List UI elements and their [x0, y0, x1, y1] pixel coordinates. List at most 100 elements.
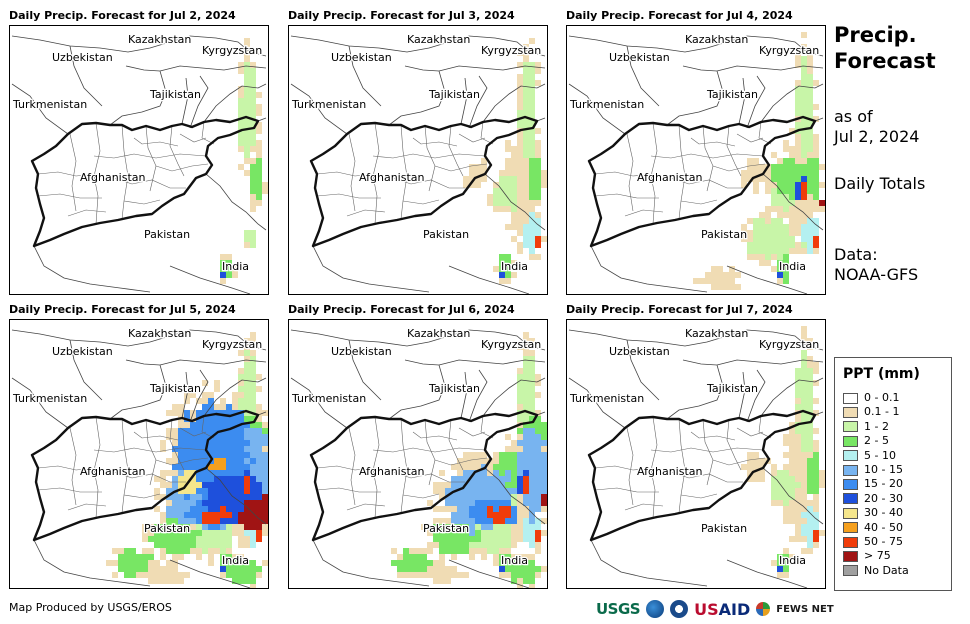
- precip-cell: [813, 512, 819, 518]
- precip-cell: [142, 536, 148, 542]
- precip-cell: [481, 494, 487, 500]
- precip-cell: [232, 440, 238, 446]
- precip-cell: [250, 584, 256, 588]
- precip-cell: [493, 500, 499, 506]
- precip-cell: [517, 242, 523, 248]
- precip-cell: [529, 428, 535, 434]
- usaid-logo-suffix: AID: [718, 599, 751, 619]
- precip-cell: [256, 464, 262, 470]
- precip-cell: [415, 572, 421, 578]
- precip-cell: [475, 488, 481, 494]
- precip-cell: [523, 518, 529, 524]
- precip-cell: [178, 500, 184, 506]
- precip-cell: [232, 572, 238, 578]
- precip-cell: [220, 398, 226, 404]
- precip-cell: [765, 260, 771, 266]
- precip-cell: [783, 164, 789, 170]
- precip-cell: [523, 80, 529, 86]
- precip-cell: [771, 170, 777, 176]
- precip-cell: [202, 524, 208, 530]
- precip-cell: [801, 212, 807, 218]
- precip-cell: [795, 170, 801, 176]
- usgs-logo: USGS: [596, 600, 641, 618]
- country-boundary: [726, 265, 808, 294]
- legend-label: > 75: [864, 549, 891, 563]
- precip-cell: [541, 440, 547, 446]
- province-boundary: [67, 503, 107, 511]
- precip-cell: [523, 440, 529, 446]
- country-label: Uzbekistan: [52, 345, 113, 358]
- precip-cell: [232, 464, 238, 470]
- precip-cell: [795, 200, 801, 206]
- precip-cell: [232, 512, 238, 518]
- precip-cell: [529, 386, 535, 392]
- precip-cell: [112, 548, 118, 554]
- precip-cell: [238, 542, 244, 548]
- precip-cell: [807, 206, 813, 212]
- precip-cell: [232, 470, 238, 476]
- precip-cell: [505, 530, 511, 536]
- precip-cell: [238, 530, 244, 536]
- precip-cell: [813, 500, 819, 506]
- precip-cell: [232, 518, 238, 524]
- province-boundary: [348, 427, 356, 506]
- precip-cell: [469, 464, 475, 470]
- precip-cell: [451, 506, 457, 512]
- country-boundary: [590, 245, 708, 293]
- precip-cell: [439, 572, 445, 578]
- precip-cell: [166, 512, 172, 518]
- precip-cell: [415, 548, 421, 554]
- precip-cell: [445, 542, 451, 548]
- precip-cell: [807, 176, 813, 182]
- precip-cell: [196, 482, 202, 488]
- precip-cell: [439, 530, 445, 536]
- country-boundary: [290, 329, 470, 347]
- precip-cell: [699, 278, 705, 284]
- map-credit: Map Produced by USGS/EROS: [9, 601, 172, 614]
- precip-cell: [747, 458, 753, 464]
- precip-cell: [801, 512, 807, 518]
- precip-cell: [795, 86, 801, 92]
- precip-cell: [220, 254, 226, 260]
- precip-cell: [190, 482, 196, 488]
- precip-cell: [759, 176, 765, 182]
- precip-cell: [523, 500, 529, 506]
- precip-cell: [801, 452, 807, 458]
- precip-cell: [753, 476, 759, 482]
- precip-cell: [403, 554, 409, 560]
- precip-cell: [172, 530, 178, 536]
- province-boundary: [680, 199, 718, 205]
- precip-cell: [190, 464, 196, 470]
- country-boundary: [716, 359, 824, 366]
- precip-cell: [535, 140, 541, 146]
- precip-cell: [771, 494, 777, 500]
- precip-cell: [795, 134, 801, 140]
- precip-cell: [481, 476, 487, 482]
- precip-cell: [523, 524, 529, 530]
- precip-cell: [801, 128, 807, 134]
- precip-cell: [499, 176, 505, 182]
- precip-cell: [481, 158, 487, 164]
- precip-cell: [226, 434, 232, 440]
- precip-cell: [244, 344, 250, 350]
- precip-cell: [801, 422, 807, 428]
- precip-cell: [154, 572, 160, 578]
- precip-cell: [759, 224, 765, 230]
- precip-cell: [535, 68, 541, 74]
- precip-cell: [529, 374, 535, 380]
- precip-cell: [487, 200, 493, 206]
- afghanistan-border: [309, 115, 539, 248]
- precip-cell: [469, 542, 475, 548]
- precip-cell: [523, 170, 529, 176]
- precip-cell: [529, 146, 535, 152]
- precip-cell: [795, 164, 801, 170]
- province-boundary: [594, 193, 659, 199]
- precip-cell: [220, 404, 226, 410]
- precip-cell: [529, 230, 535, 236]
- precip-cell: [190, 434, 196, 440]
- precip-cell: [529, 356, 535, 362]
- precip-cell: [813, 158, 819, 164]
- precip-cell: [469, 494, 475, 500]
- country-boundary: [568, 83, 626, 135]
- precip-cell: [154, 530, 160, 536]
